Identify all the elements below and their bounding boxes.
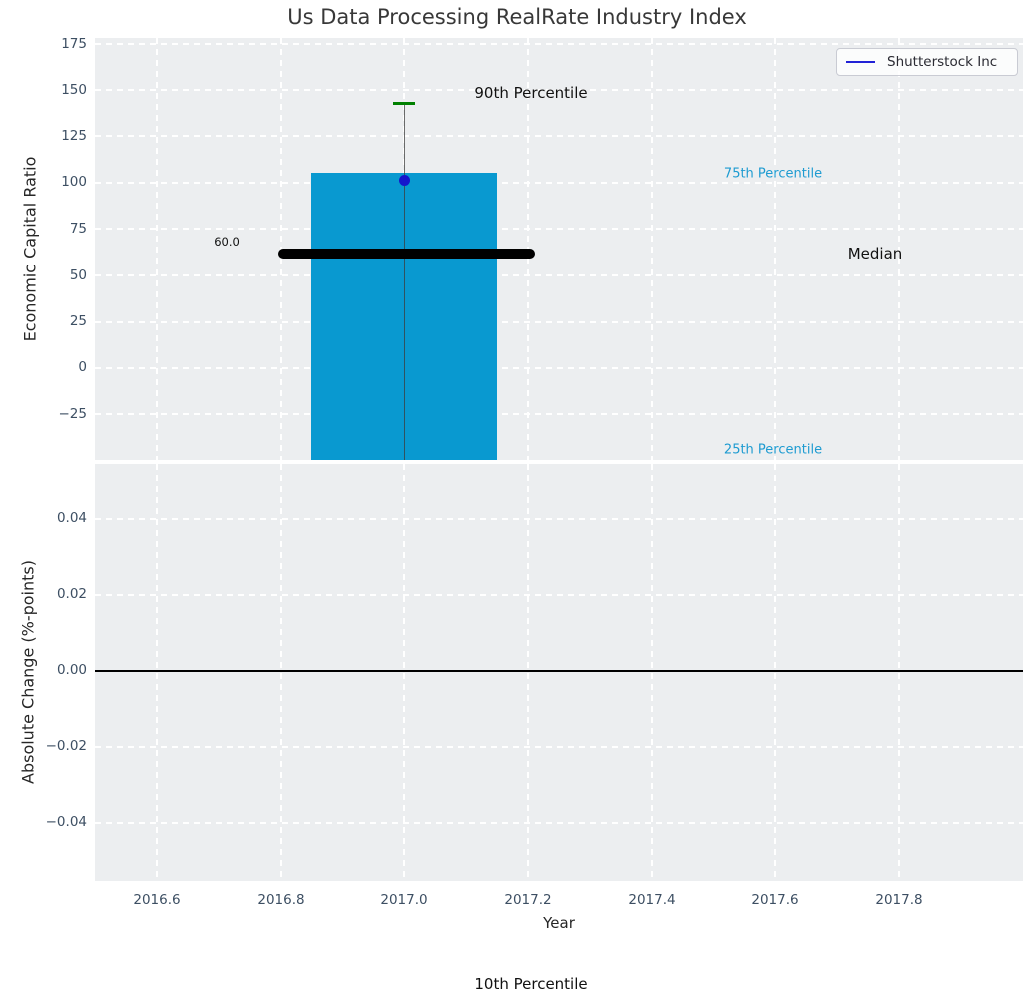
gridline [95,274,1023,276]
x-tick-label: 2017.2 [504,892,552,908]
gridline [95,228,1023,230]
gridline [651,464,653,881]
p90-whisker-cap [393,102,415,105]
gridline [280,464,282,881]
gridline [95,746,1023,748]
gridline [774,38,776,460]
zero-baseline [95,670,1023,672]
gridline [651,38,653,460]
gridline [156,464,158,881]
x-tick-label: 2017.4 [628,892,676,908]
y-tick-label: 125 [61,128,87,144]
legend-label: Shutterstock Inc [887,54,998,70]
y-tick-label: 100 [61,174,87,190]
gridline [95,321,1023,323]
y-tick-label: 50 [69,267,87,283]
x-tick-label: 2017.6 [751,892,799,908]
x-tick-label: 2017.0 [380,892,428,908]
median-value-label: 60.0 [214,235,240,249]
y-tick-label: 25 [69,313,87,329]
x-tick-label: 2017.8 [875,892,923,908]
gridline [95,518,1023,520]
p75-label: 75th Percentile [723,166,823,182]
gridline [95,413,1023,415]
p25-label: 25th Percentile [723,442,823,458]
gridline [95,594,1023,596]
bottom-plot-area [95,464,1023,881]
y-tick-label: −25 [58,406,88,422]
gridline [95,135,1023,137]
gridline [95,89,1023,91]
y-tick-label: −0.04 [45,814,87,830]
gridline [898,464,900,881]
gridline [95,43,1023,45]
series-point-shutterstock [399,175,410,186]
gridline [898,38,900,460]
gridline [774,464,776,881]
y-tick-label: 175 [61,36,87,52]
gridline [156,38,158,460]
p10-label: 10th Percentile [474,975,588,993]
gridline [95,367,1023,369]
chart-title: Us Data Processing RealRate Industry Ind… [287,5,747,29]
x-tick-label: 2016.8 [257,892,305,908]
y-tick-label: 0.04 [56,510,87,526]
bottom-y-axis-title: Absolute Change (%-points) [18,560,38,784]
median-line [278,249,535,259]
median-label: Median [847,245,903,263]
gridline [95,182,1023,184]
legend-box: Shutterstock Inc [836,48,1018,76]
p90-label: 90th Percentile [474,84,588,102]
x-tick-label: 2016.6 [133,892,181,908]
y-tick-label: 0 [78,359,87,375]
x-axis-title: Year [543,914,575,932]
y-tick-label: 0.02 [56,586,87,602]
whisker-line [403,104,405,460]
top-plot-area: 60.0 90th Percentile 75th Percentile Med… [95,38,1023,460]
top-y-axis-title: Economic Capital Ratio [20,156,40,342]
legend-line-swatch [846,60,875,64]
gridline [403,464,405,881]
subplot-divider [95,460,1023,464]
y-tick-label: 75 [69,221,87,237]
y-tick-label: 150 [61,82,87,98]
gridline [527,464,529,881]
y-tick-label: −0.02 [45,738,87,754]
gridline [95,822,1023,824]
y-tick-label: 0.00 [56,662,87,678]
